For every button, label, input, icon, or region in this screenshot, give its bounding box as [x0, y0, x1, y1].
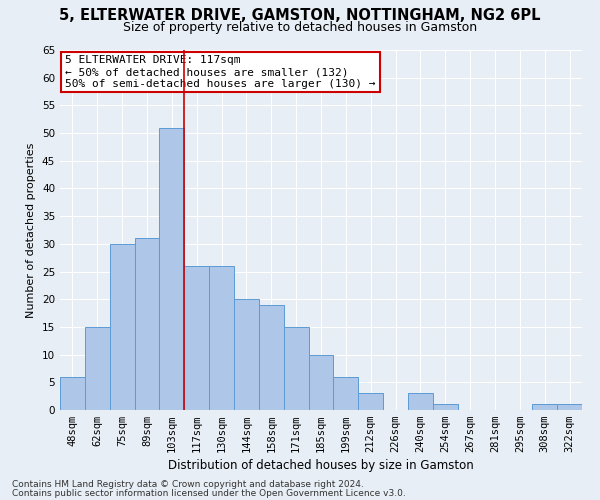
- Bar: [433, 404, 458, 410]
- Text: Contains public sector information licensed under the Open Government Licence v3: Contains public sector information licen…: [12, 488, 406, 498]
- Text: 5 ELTERWATER DRIVE: 117sqm
← 50% of detached houses are smaller (132)
50% of sem: 5 ELTERWATER DRIVE: 117sqm ← 50% of deta…: [65, 56, 376, 88]
- Text: 5, ELTERWATER DRIVE, GAMSTON, NOTTINGHAM, NG2 6PL: 5, ELTERWATER DRIVE, GAMSTON, NOTTINGHAM…: [59, 8, 541, 22]
- Bar: [160, 128, 184, 410]
- Bar: [234, 299, 259, 410]
- Bar: [308, 354, 334, 410]
- Bar: [85, 327, 110, 410]
- Bar: [557, 404, 582, 410]
- Bar: [334, 377, 358, 410]
- Text: Contains HM Land Registry data © Crown copyright and database right 2024.: Contains HM Land Registry data © Crown c…: [12, 480, 364, 489]
- Bar: [134, 238, 160, 410]
- Bar: [259, 305, 284, 410]
- Bar: [408, 394, 433, 410]
- Bar: [184, 266, 209, 410]
- Bar: [209, 266, 234, 410]
- Bar: [284, 327, 308, 410]
- Bar: [358, 394, 383, 410]
- Bar: [532, 404, 557, 410]
- Text: Size of property relative to detached houses in Gamston: Size of property relative to detached ho…: [123, 21, 477, 34]
- X-axis label: Distribution of detached houses by size in Gamston: Distribution of detached houses by size …: [168, 460, 474, 472]
- Y-axis label: Number of detached properties: Number of detached properties: [26, 142, 37, 318]
- Bar: [60, 377, 85, 410]
- Bar: [110, 244, 134, 410]
